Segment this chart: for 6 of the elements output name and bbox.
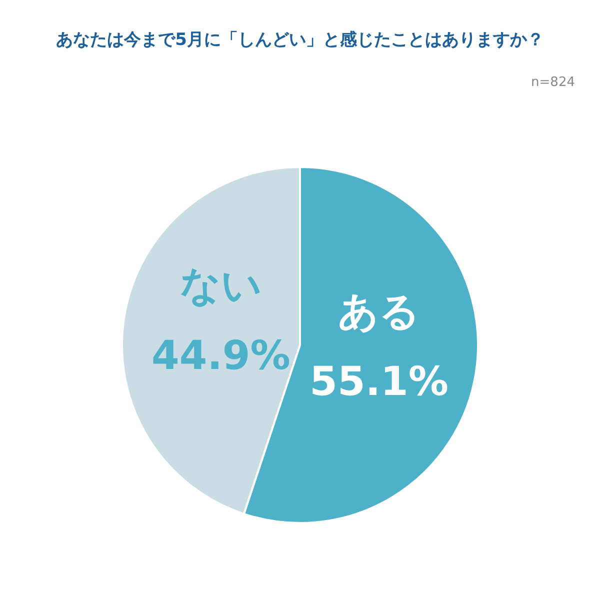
chart-title: あなたは今まで5月に「しんどい」と感じたことはありますか？	[56, 30, 544, 50]
slice-label: ない	[180, 263, 262, 310]
text: n=824	[531, 75, 575, 90]
data-label: 55.1%	[310, 358, 448, 405]
data-label: 44.9%	[152, 333, 290, 380]
slice-label: ある	[338, 288, 420, 335]
